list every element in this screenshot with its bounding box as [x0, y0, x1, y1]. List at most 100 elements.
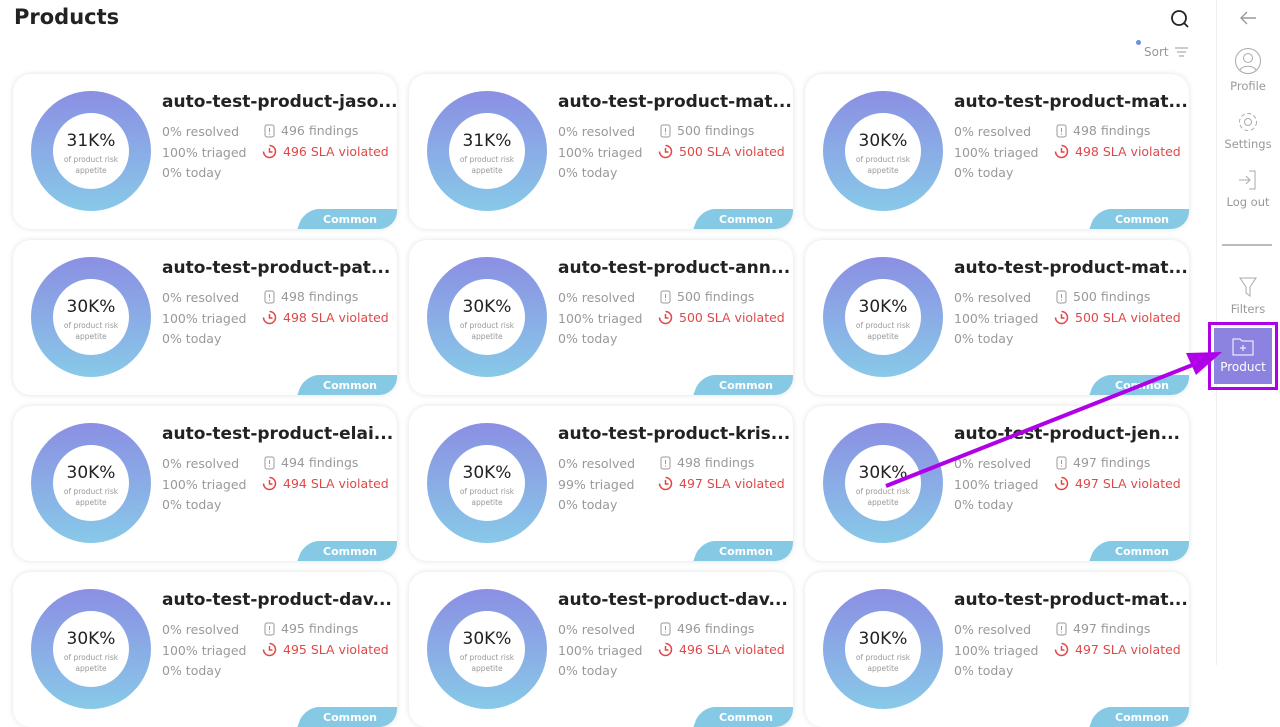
- sla-violated-count: 500 SLA violated: [679, 310, 785, 325]
- resolved-stat: 0% resolved: [162, 456, 240, 471]
- filter-icon: [1239, 277, 1257, 297]
- tier-tag-label: Common: [1115, 711, 1169, 724]
- risk-caption: of product risk appetite: [459, 653, 515, 673]
- findings-count: 500 findings: [677, 289, 755, 304]
- clock-icon: [658, 310, 673, 325]
- sidebar-item-label: Product: [1220, 360, 1266, 374]
- product-card[interactable]: 30K% of product risk appetite auto-test-p…: [409, 240, 793, 395]
- resolved-stat: 0% resolved: [954, 124, 1032, 139]
- product-card[interactable]: 30K% of product risk appetite auto-test-p…: [805, 240, 1189, 395]
- sidebar-item-filters[interactable]: Filters: [1217, 276, 1279, 316]
- sort-indicator-dot: [1136, 40, 1141, 45]
- risk-percent: 30K%: [66, 629, 116, 649]
- triaged-stat: 100% triaged: [162, 477, 247, 492]
- resolved-stat: 0% resolved: [558, 622, 636, 637]
- risk-caption: of product risk appetite: [459, 487, 515, 507]
- risk-percent: 30K%: [462, 297, 512, 317]
- triaged-stat: 100% triaged: [162, 145, 247, 160]
- resolved-stat: 0% resolved: [162, 290, 240, 305]
- findings-count: 500 findings: [677, 123, 755, 138]
- product-name[interactable]: auto-test-product-mat...: [558, 92, 792, 112]
- product-card[interactable]: 30K% of product risk appetite auto-test-p…: [409, 406, 793, 561]
- product-name[interactable]: auto-test-product-jen...: [954, 424, 1180, 444]
- risk-donut: 30K% of product risk appetite: [427, 589, 547, 709]
- triaged-stat: 100% triaged: [162, 643, 247, 658]
- product-name[interactable]: auto-test-product-mat...: [954, 258, 1188, 278]
- resolved-stat: 0% resolved: [954, 290, 1032, 305]
- today-stat: 0% today: [162, 331, 222, 346]
- findings-count: 498 findings: [281, 289, 359, 304]
- clock-icon: [658, 642, 673, 657]
- clock-icon: [658, 476, 673, 491]
- findings-count: 500 findings: [1073, 289, 1151, 304]
- sort-label: Sort: [1144, 45, 1169, 59]
- findings-count: 494 findings: [281, 455, 359, 470]
- product-name[interactable]: auto-test-product-jaso...: [162, 92, 397, 112]
- sidebar-item-settings[interactable]: Settings: [1217, 111, 1279, 151]
- risk-caption: of product risk appetite: [63, 321, 119, 341]
- product-card[interactable]: 31K% of product risk appetite auto-test-p…: [409, 74, 793, 229]
- product-card[interactable]: 30K% of product risk appetite auto-test-p…: [13, 572, 397, 727]
- product-card[interactable]: 30K% of product risk appetite auto-test-p…: [805, 572, 1189, 727]
- sla-violated-count: 496 SLA violated: [679, 642, 785, 657]
- today-stat: 0% today: [954, 165, 1014, 180]
- clock-icon: [1054, 642, 1069, 657]
- risk-percent: 31K%: [66, 131, 116, 151]
- risk-donut: 30K% of product risk appetite: [31, 589, 151, 709]
- findings-count: 497 findings: [1073, 455, 1151, 470]
- clock-icon: [658, 144, 673, 159]
- product-card[interactable]: 31K% of product risk appetite auto-test-p…: [13, 74, 397, 229]
- product-card[interactable]: 30K% of product risk appetite auto-test-p…: [805, 74, 1189, 229]
- findings-count: 498 findings: [1073, 123, 1151, 138]
- sidebar-item-logout[interactable]: Log out: [1217, 169, 1279, 209]
- tier-tag-label: Common: [719, 213, 773, 226]
- sort-button[interactable]: Sort: [1144, 45, 1188, 59]
- triaged-stat: 100% triaged: [558, 311, 643, 326]
- today-stat: 0% today: [162, 497, 222, 512]
- risk-donut: 30K% of product risk appetite: [823, 91, 943, 211]
- product-card[interactable]: 30K% of product risk appetite auto-test-p…: [409, 572, 793, 727]
- resolved-stat: 0% resolved: [558, 290, 636, 305]
- product-name[interactable]: auto-test-product-mat...: [954, 92, 1188, 112]
- tier-tag-label: Common: [1115, 545, 1169, 558]
- resolved-stat: 0% resolved: [558, 456, 636, 471]
- today-stat: 0% today: [162, 663, 222, 678]
- product-card[interactable]: 30K% of product risk appetite auto-test-p…: [805, 406, 1189, 561]
- product-name[interactable]: auto-test-product-pat...: [162, 258, 391, 278]
- risk-donut: 30K% of product risk appetite: [823, 589, 943, 709]
- risk-caption: of product risk appetite: [63, 155, 119, 175]
- product-name[interactable]: auto-test-product-kris...: [558, 424, 791, 444]
- product-name[interactable]: auto-test-product-ann...: [558, 258, 791, 278]
- product-name[interactable]: auto-test-product-dav...: [162, 590, 392, 610]
- product-name[interactable]: auto-test-product-mat...: [954, 590, 1188, 610]
- sla-violated-count: 495 SLA violated: [283, 642, 389, 657]
- product-name[interactable]: auto-test-product-dav...: [558, 590, 788, 610]
- back-button[interactable]: [1217, 10, 1279, 30]
- clipboard-icon: [264, 622, 275, 636]
- sidebar-item-profile[interactable]: Profile: [1217, 47, 1279, 93]
- risk-percent: 30K%: [66, 297, 116, 317]
- risk-donut: 30K% of product risk appetite: [31, 423, 151, 543]
- clipboard-icon: [660, 290, 671, 304]
- risk-donut: 31K% of product risk appetite: [31, 91, 151, 211]
- risk-donut: 30K% of product risk appetite: [427, 257, 547, 377]
- risk-caption: of product risk appetite: [855, 487, 911, 507]
- clipboard-icon: [264, 290, 275, 304]
- sidebar-item-label: Filters: [1230, 302, 1266, 316]
- sidebar-item-product[interactable]: Product: [1208, 322, 1278, 390]
- search-icon[interactable]: [1170, 9, 1190, 29]
- resolved-stat: 0% resolved: [954, 622, 1032, 637]
- product-card[interactable]: 30K% of product risk appetite auto-test-p…: [13, 240, 397, 395]
- risk-donut: 30K% of product risk appetite: [823, 257, 943, 377]
- clock-icon: [1054, 476, 1069, 491]
- product-name[interactable]: auto-test-product-elai...: [162, 424, 394, 444]
- triaged-stat: 100% triaged: [954, 477, 1039, 492]
- resolved-stat: 0% resolved: [162, 124, 240, 139]
- findings-count: 496 findings: [677, 621, 755, 636]
- today-stat: 0% today: [954, 663, 1014, 678]
- clock-icon: [262, 642, 277, 657]
- product-card[interactable]: 30K% of product risk appetite auto-test-p…: [13, 406, 397, 561]
- risk-donut: 30K% of product risk appetite: [427, 423, 547, 543]
- logout-icon: [1239, 170, 1256, 190]
- findings-count: 495 findings: [281, 621, 359, 636]
